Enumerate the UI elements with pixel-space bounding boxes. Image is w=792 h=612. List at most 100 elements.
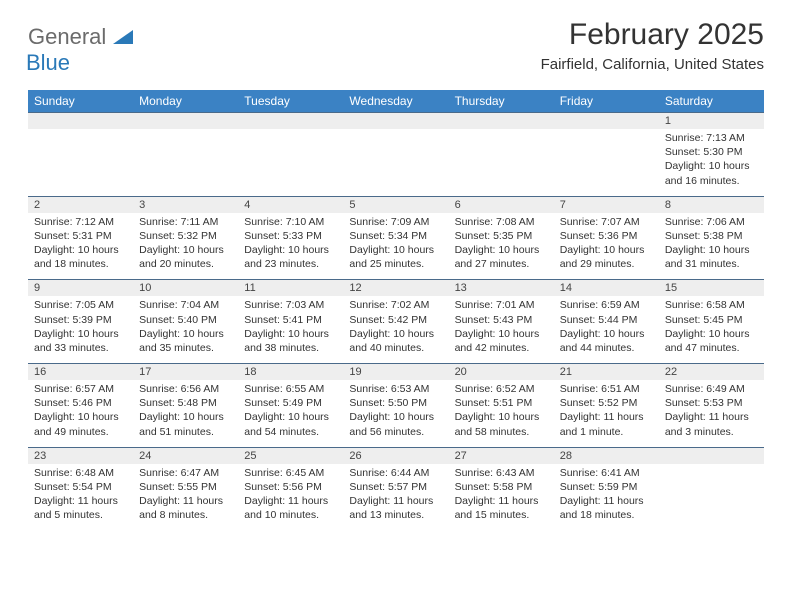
- day-info-cell: Sunrise: 6:48 AMSunset: 5:54 PMDaylight:…: [28, 464, 133, 531]
- weekday-header-row: Sunday Monday Tuesday Wednesday Thursday…: [28, 90, 764, 113]
- day-info-cell: Sunrise: 6:56 AMSunset: 5:48 PMDaylight:…: [133, 380, 238, 447]
- sunset-text: Sunset: 5:48 PM: [139, 396, 232, 410]
- day-number-cell: 22: [659, 364, 764, 381]
- day-number-cell: 17: [133, 364, 238, 381]
- sunset-text: Sunset: 5:49 PM: [244, 396, 337, 410]
- sunset-text: Sunset: 5:58 PM: [455, 480, 548, 494]
- sunrise-text: Sunrise: 7:11 AM: [139, 215, 232, 229]
- daylight-text: Daylight: 11 hours and 1 minute.: [560, 410, 653, 438]
- day-number-cell: 12: [343, 280, 448, 297]
- day-number-cell: 24: [133, 447, 238, 464]
- day-number-cell: [659, 447, 764, 464]
- day-info-cell: Sunrise: 7:11 AMSunset: 5:32 PMDaylight:…: [133, 213, 238, 280]
- day-number-cell: 21: [554, 364, 659, 381]
- daylight-text: Daylight: 10 hours and 16 minutes.: [665, 159, 758, 187]
- day-number-cell: 3: [133, 196, 238, 213]
- day-info-cell: Sunrise: 7:12 AMSunset: 5:31 PMDaylight:…: [28, 213, 133, 280]
- day-number-cell: 1: [659, 113, 764, 130]
- weekday-header: Thursday: [449, 90, 554, 113]
- logo-text: General Blue: [28, 24, 133, 76]
- sunrise-text: Sunrise: 7:02 AM: [349, 298, 442, 312]
- sunrise-text: Sunrise: 6:41 AM: [560, 466, 653, 480]
- logo-word-1: General: [28, 24, 106, 49]
- day-info-cell: Sunrise: 6:52 AMSunset: 5:51 PMDaylight:…: [449, 380, 554, 447]
- logo-word-2: Blue: [26, 50, 70, 75]
- day-info-cell: Sunrise: 7:10 AMSunset: 5:33 PMDaylight:…: [238, 213, 343, 280]
- day-info-row: Sunrise: 7:12 AMSunset: 5:31 PMDaylight:…: [28, 213, 764, 280]
- sunset-text: Sunset: 5:39 PM: [34, 313, 127, 327]
- calendar-page: General Blue February 2025 Fairfield, Ca…: [0, 0, 792, 540]
- day-number-cell: 2: [28, 196, 133, 213]
- day-info-cell: [659, 464, 764, 531]
- sunrise-text: Sunrise: 7:03 AM: [244, 298, 337, 312]
- daylight-text: Daylight: 10 hours and 51 minutes.: [139, 410, 232, 438]
- day-number-cell: 26: [343, 447, 448, 464]
- day-number-cell: 15: [659, 280, 764, 297]
- day-number-cell: 11: [238, 280, 343, 297]
- sunrise-text: Sunrise: 6:53 AM: [349, 382, 442, 396]
- day-info-cell: Sunrise: 7:07 AMSunset: 5:36 PMDaylight:…: [554, 213, 659, 280]
- sunset-text: Sunset: 5:44 PM: [560, 313, 653, 327]
- daylight-text: Daylight: 10 hours and 23 minutes.: [244, 243, 337, 271]
- sunset-text: Sunset: 5:51 PM: [455, 396, 548, 410]
- sunset-text: Sunset: 5:50 PM: [349, 396, 442, 410]
- sunset-text: Sunset: 5:56 PM: [244, 480, 337, 494]
- day-number-cell: 6: [449, 196, 554, 213]
- daylight-text: Daylight: 11 hours and 10 minutes.: [244, 494, 337, 522]
- sunrise-text: Sunrise: 7:08 AM: [455, 215, 548, 229]
- sunrise-text: Sunrise: 6:58 AM: [665, 298, 758, 312]
- day-info-cell: Sunrise: 6:53 AMSunset: 5:50 PMDaylight:…: [343, 380, 448, 447]
- logo-triangle-icon: [113, 35, 133, 47]
- day-number-cell: 27: [449, 447, 554, 464]
- day-number-cell: 18: [238, 364, 343, 381]
- day-info-cell: [133, 129, 238, 196]
- day-number-cell: [554, 113, 659, 130]
- day-number-cell: 19: [343, 364, 448, 381]
- day-number-cell: 8: [659, 196, 764, 213]
- daylight-text: Daylight: 11 hours and 13 minutes.: [349, 494, 442, 522]
- day-info-cell: [28, 129, 133, 196]
- day-number-cell: 16: [28, 364, 133, 381]
- sunrise-text: Sunrise: 6:45 AM: [244, 466, 337, 480]
- daylight-text: Daylight: 10 hours and 58 minutes.: [455, 410, 548, 438]
- sunset-text: Sunset: 5:54 PM: [34, 480, 127, 494]
- day-info-cell: Sunrise: 6:49 AMSunset: 5:53 PMDaylight:…: [659, 380, 764, 447]
- sunrise-text: Sunrise: 7:04 AM: [139, 298, 232, 312]
- day-info-cell: Sunrise: 7:08 AMSunset: 5:35 PMDaylight:…: [449, 213, 554, 280]
- day-info-cell: Sunrise: 7:02 AMSunset: 5:42 PMDaylight:…: [343, 296, 448, 363]
- day-number-cell: 7: [554, 196, 659, 213]
- day-info-cell: Sunrise: 6:47 AMSunset: 5:55 PMDaylight:…: [133, 464, 238, 531]
- day-info-cell: Sunrise: 7:05 AMSunset: 5:39 PMDaylight:…: [28, 296, 133, 363]
- sunset-text: Sunset: 5:33 PM: [244, 229, 337, 243]
- brand-logo: General Blue: [28, 24, 133, 76]
- daylight-text: Daylight: 10 hours and 33 minutes.: [34, 327, 127, 355]
- daylight-text: Daylight: 10 hours and 44 minutes.: [560, 327, 653, 355]
- day-info-row: Sunrise: 7:05 AMSunset: 5:39 PMDaylight:…: [28, 296, 764, 363]
- day-info-cell: [343, 129, 448, 196]
- day-info-cell: Sunrise: 6:44 AMSunset: 5:57 PMDaylight:…: [343, 464, 448, 531]
- sunrise-text: Sunrise: 7:01 AM: [455, 298, 548, 312]
- calendar-body: 1Sunrise: 7:13 AMSunset: 5:30 PMDaylight…: [28, 113, 764, 531]
- day-number-cell: 25: [238, 447, 343, 464]
- day-number-cell: 10: [133, 280, 238, 297]
- weekday-header: Friday: [554, 90, 659, 113]
- sunrise-text: Sunrise: 7:09 AM: [349, 215, 442, 229]
- sunset-text: Sunset: 5:32 PM: [139, 229, 232, 243]
- sunset-text: Sunset: 5:45 PM: [665, 313, 758, 327]
- daylight-text: Daylight: 11 hours and 15 minutes.: [455, 494, 548, 522]
- day-number-cell: [28, 113, 133, 130]
- day-info-cell: Sunrise: 6:59 AMSunset: 5:44 PMDaylight:…: [554, 296, 659, 363]
- daylight-text: Daylight: 10 hours and 27 minutes.: [455, 243, 548, 271]
- day-number-row: 232425262728: [28, 447, 764, 464]
- day-number-row: 1: [28, 113, 764, 130]
- title-block: February 2025 Fairfield, California, Uni…: [541, 18, 764, 73]
- weekday-header: Wednesday: [343, 90, 448, 113]
- day-info-cell: [238, 129, 343, 196]
- day-number-cell: 23: [28, 447, 133, 464]
- sunrise-text: Sunrise: 6:47 AM: [139, 466, 232, 480]
- daylight-text: Daylight: 11 hours and 3 minutes.: [665, 410, 758, 438]
- header-row: General Blue February 2025 Fairfield, Ca…: [28, 18, 764, 76]
- daylight-text: Daylight: 10 hours and 29 minutes.: [560, 243, 653, 271]
- calendar-table: Sunday Monday Tuesday Wednesday Thursday…: [28, 90, 764, 530]
- day-info-cell: Sunrise: 7:03 AMSunset: 5:41 PMDaylight:…: [238, 296, 343, 363]
